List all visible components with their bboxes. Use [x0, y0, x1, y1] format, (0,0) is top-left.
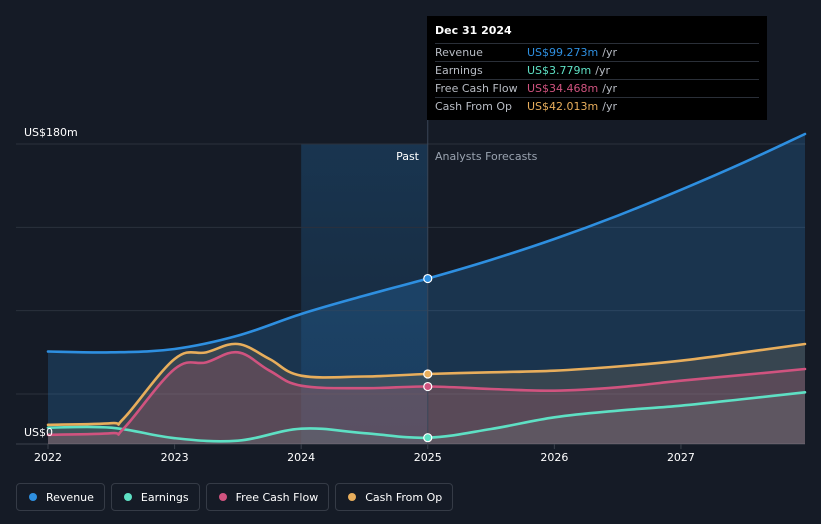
- gridlines: [16, 143, 805, 445]
- x-tick-label: 2027: [667, 451, 695, 464]
- legend-dot-icon: [29, 493, 37, 501]
- free-cash-flow-marker[interactable]: [423, 381, 433, 392]
- y-axis-top-label: US$180m: [24, 126, 78, 139]
- tooltip-row-value: US$42.013m: [527, 100, 599, 113]
- tooltip-date: Dec 31 2024: [435, 24, 512, 37]
- past-label: Past: [396, 150, 420, 163]
- x-tick-label: 2022: [34, 451, 62, 464]
- cash-from-op-line: [46, 342, 807, 427]
- tooltip-row-unit: /yr: [602, 46, 617, 59]
- tooltip-row-name: Cash From Op: [435, 100, 513, 113]
- forecast-label: Analysts Forecasts: [435, 150, 538, 163]
- free-cash-flow-line: [46, 350, 807, 437]
- tooltip-row-value: US$3.779m: [527, 64, 592, 77]
- tooltip-row-revenue: Revenue US$99.273m /yr: [435, 43, 759, 61]
- legend-label: Free Cash Flow: [235, 490, 319, 504]
- legend-label: Earnings: [140, 490, 189, 504]
- earnings-area: [48, 392, 805, 444]
- x-tick-label: 2023: [161, 451, 189, 464]
- legend-label: Revenue: [46, 490, 94, 504]
- tooltip-row-name: Free Cash Flow: [435, 82, 518, 95]
- legend-item-revenue[interactable]: Revenue: [16, 483, 105, 511]
- legend-label: Cash From Op: [365, 490, 443, 504]
- tooltip-row-unit: /yr: [595, 64, 610, 77]
- chart-legend: Revenue Earnings Free Cash Flow Cash Fro…: [16, 483, 454, 511]
- legend-dot-icon: [218, 493, 227, 501]
- legend-item-earnings[interactable]: Earnings: [110, 483, 200, 511]
- cash-from-op-area: [48, 343, 805, 444]
- tooltip-row-name: Earnings: [435, 64, 483, 77]
- tooltip-row-unit: /yr: [602, 82, 617, 95]
- earnings-marker[interactable]: [423, 433, 433, 443]
- legend-item-cash-from-op[interactable]: Cash From Op: [335, 483, 454, 511]
- tooltip-row-name: Revenue: [435, 46, 483, 59]
- x-tick-label: 2025: [414, 451, 442, 464]
- tooltip: Dec 31 2024 Revenue US$99.273m /yr Earni…: [427, 16, 767, 120]
- tooltip-row-free-cash-flow: Free Cash Flow US$34.468m /yr: [435, 79, 759, 97]
- tooltip-row-cash-from-op: Cash From Op US$42.013m /yr: [435, 97, 759, 115]
- cash-from-op-marker[interactable]: [423, 369, 433, 379]
- tooltip-row-value: US$99.273m: [527, 46, 599, 59]
- legend-dot-icon: [348, 493, 357, 501]
- legend-item-free-cash-flow[interactable]: Free Cash Flow: [205, 483, 330, 511]
- x-axis-ticks: 2022 2023 2024 2025 2026 2027: [34, 444, 695, 464]
- value-markers: [423, 273, 433, 443]
- tooltip-row-earnings: Earnings US$3.779m /yr: [435, 61, 759, 79]
- x-tick-label: 2026: [540, 451, 568, 464]
- legend-dot-icon: [123, 493, 132, 501]
- tooltip-row-unit: /yr: [602, 100, 617, 113]
- y-axis-bottom-label: US$0: [24, 426, 53, 439]
- revenue-marker[interactable]: [423, 273, 433, 284]
- free-cash-flow-area: [48, 352, 805, 444]
- tooltip-row-value: US$34.468m: [527, 82, 599, 95]
- x-tick-label: 2024: [287, 451, 315, 464]
